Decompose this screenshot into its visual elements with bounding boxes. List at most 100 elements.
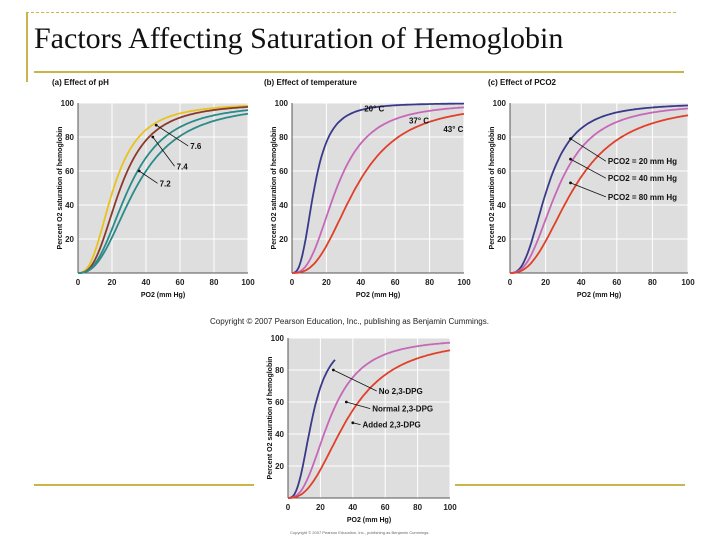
copyright-small-text: Copyright © 2007 Pearson Education, Inc.… (290, 530, 430, 535)
x-tick-label: 0 (76, 278, 81, 287)
x-tick-label: 100 (457, 278, 471, 287)
y-tick-label: 60 (275, 398, 284, 407)
series-line-3 (510, 114, 689, 274)
y-tick-label: 20 (279, 235, 288, 244)
chart-1: 0 20 40 60 80 100 20 40 60 80 100 (a) Effect of pH P… (52, 78, 255, 299)
y-axis-label: Percent O2 saturation of hemoglobin (57, 127, 64, 250)
annotation-label: PCO2 = 40 mm Hg (608, 174, 677, 183)
annotation-arrow-head (569, 157, 572, 161)
decor-bottom-rule-left (34, 484, 254, 486)
y-axis-label: Percent O2 saturation of hemoglobin (267, 357, 274, 480)
annotation-arrow (570, 138, 607, 162)
decor-bottom-rule-right (455, 484, 685, 486)
annotation-arrow-head (137, 169, 141, 173)
series-line-3 (78, 109, 249, 274)
y-tick-label: 40 (279, 201, 288, 210)
x-tick-label: 100 (241, 278, 255, 287)
x-tick-label: 20 (316, 503, 325, 512)
series-line-1 (510, 104, 688, 274)
x-tick-label: 60 (176, 278, 185, 287)
annotation-arrow (138, 170, 158, 184)
decor-vertical-rule (26, 12, 28, 82)
series-line-4 (78, 112, 249, 274)
x-tick-label: 100 (681, 278, 695, 287)
annotation-arrow (333, 369, 377, 392)
decor-title-rule (34, 71, 684, 73)
x-tick-label: 80 (210, 278, 219, 287)
chart-title: (a) Effect of pH (52, 78, 109, 87)
annotation-label: PCO2 = 80 mm Hg (608, 193, 677, 202)
y-tick-label: 100 (61, 99, 75, 108)
annotation-label: Added 2,3-DPG (363, 421, 421, 430)
x-axis-label: PO2 (mm Hg) (577, 292, 621, 299)
annotation-label: 7.6 (190, 142, 202, 151)
x-tick-label: 80 (648, 278, 657, 287)
y-tick-label: 60 (279, 167, 288, 176)
x-axis-label: PO2 (mm Hg) (347, 517, 391, 524)
y-tick-label: 20 (275, 462, 284, 471)
plot-area (292, 103, 464, 273)
y-tick-label: 40 (275, 430, 284, 439)
series-line-2 (510, 107, 689, 274)
x-tick-label: 0 (286, 503, 291, 512)
plot-area (288, 338, 450, 498)
annotation-label: 43° C (443, 125, 463, 134)
x-tick-label: 60 (391, 278, 400, 287)
x-tick-label: 80 (425, 278, 434, 287)
y-tick-label: 20 (497, 235, 506, 244)
x-tick-label: 40 (348, 503, 357, 512)
annotation-arrow-head (344, 400, 348, 404)
series-line-1 (287, 359, 336, 499)
x-tick-label: 100 (443, 503, 457, 512)
chart-2: 0 20 40 60 80 100 20 40 60 80 100 (b) Effect of tem… (264, 78, 471, 299)
x-tick-label: 0 (508, 278, 513, 287)
x-axis-label: PO2 (mm Hg) (141, 292, 185, 299)
x-tick-label: 40 (577, 278, 586, 287)
y-tick-label: 80 (279, 133, 288, 142)
y-tick-label: 60 (65, 167, 74, 176)
annotation-label: 37° C (409, 116, 429, 125)
series-line-2 (288, 341, 451, 499)
annotation-arrow-head (154, 123, 158, 127)
x-tick-label: 0 (290, 278, 295, 287)
y-axis-label: Percent O2 saturation of hemoglobin (271, 127, 278, 250)
annotation-arrow (570, 158, 607, 179)
annotation-arrow-head (351, 421, 355, 425)
x-tick-label: 20 (541, 278, 550, 287)
x-tick-label: 80 (413, 503, 422, 512)
annotation-label: Normal 2,3-DPG (372, 405, 433, 414)
annotation-arrow (346, 401, 371, 409)
annotation-label: No 2,3-DPG (379, 387, 423, 396)
y-tick-label: 100 (493, 99, 507, 108)
slide-title: Factors Affecting Saturation of Hemoglob… (34, 22, 564, 55)
annotation-arrow (155, 124, 189, 147)
series-line-1 (291, 102, 464, 274)
annotation-label: 20° C (364, 105, 384, 114)
x-tick-label: 20 (108, 278, 117, 287)
x-tick-label: 40 (142, 278, 151, 287)
series-line-2 (292, 106, 465, 274)
y-axis-label: Percent O2 saturation of hemoglobin (489, 127, 496, 250)
y-tick-label: 40 (497, 201, 506, 210)
copyright-text: Copyright © 2007 Pearson Education, Inc.… (210, 317, 489, 326)
x-tick-label: 60 (612, 278, 621, 287)
x-tick-label: 40 (356, 278, 365, 287)
series-line-1 (77, 105, 249, 274)
series-line-3 (292, 113, 465, 274)
y-tick-label: 100 (275, 99, 289, 108)
chart-title: (c) Effect of PCO2 (488, 78, 557, 87)
x-axis-label: PO2 (mm Hg) (356, 292, 400, 299)
chart-3: 0 20 40 60 80 100 20 40 60 80 100 (c) Effect of PCO… (488, 78, 695, 299)
y-tick-label: 40 (65, 201, 74, 210)
y-tick-label: 60 (497, 167, 506, 176)
annotation-arrow-head (569, 137, 572, 141)
annotation-arrow (152, 136, 175, 167)
chart-title: (b) Effect of temperature (264, 78, 357, 87)
annotation-arrow-head (331, 368, 335, 372)
annotation-arrow (570, 182, 607, 198)
annotation-arrow-head (569, 181, 572, 185)
y-tick-label: 80 (497, 133, 506, 142)
annotation-label: PCO2 = 20 mm Hg (608, 157, 677, 166)
annotation-label: 7.4 (177, 162, 189, 171)
